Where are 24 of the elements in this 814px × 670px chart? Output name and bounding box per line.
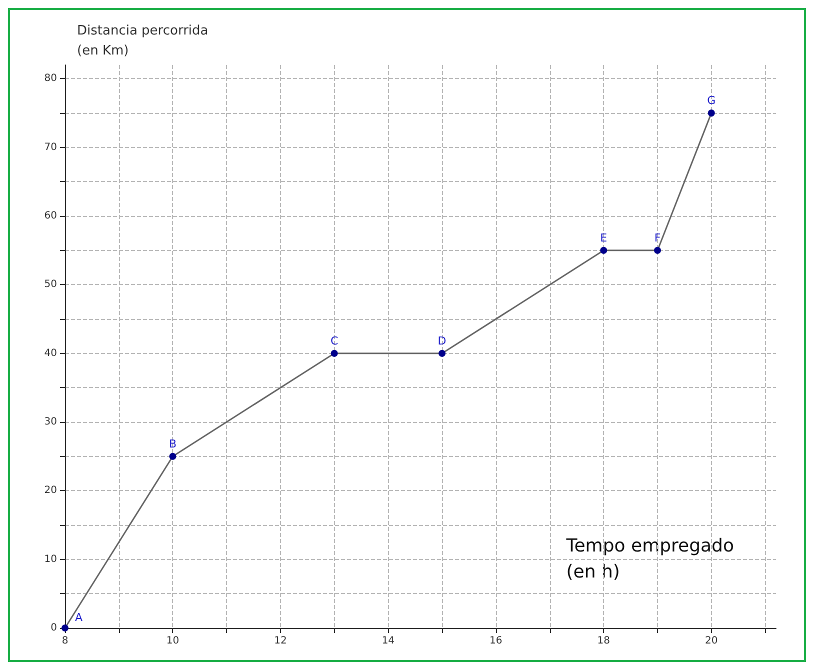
y-tick-label: 0: [50, 622, 57, 634]
annotation: C: [330, 334, 338, 348]
annotation: E: [600, 231, 608, 244]
annotation: A: [75, 611, 83, 624]
annotation: G: [707, 94, 716, 108]
y-tick-label: 10: [44, 554, 57, 565]
y-tick-label: 40: [44, 348, 57, 359]
annotation: F: [654, 231, 661, 244]
x-tick-label: 12: [274, 636, 287, 646]
y-tick-label: 50: [44, 279, 57, 290]
annotation: D: [438, 334, 446, 348]
y-tick-label: 70: [44, 142, 57, 153]
x-tick-label: 20: [704, 636, 718, 646]
y-axis-title: Distancia percorrida (en Km): [77, 24, 208, 58]
x-tick-label: 14: [382, 636, 395, 646]
annotation: B: [168, 437, 176, 450]
y-tick-label: 80: [44, 73, 57, 84]
x-tick-label: 8: [62, 636, 68, 646]
y-tick-label: 60: [44, 210, 57, 222]
x-tick-label: 18: [597, 636, 610, 646]
x-tick-label: 16: [490, 636, 502, 646]
y-tick-label: 20: [44, 485, 57, 496]
x-tick-label: 10: [166, 636, 180, 646]
y-tick-label: 30: [44, 416, 57, 428]
